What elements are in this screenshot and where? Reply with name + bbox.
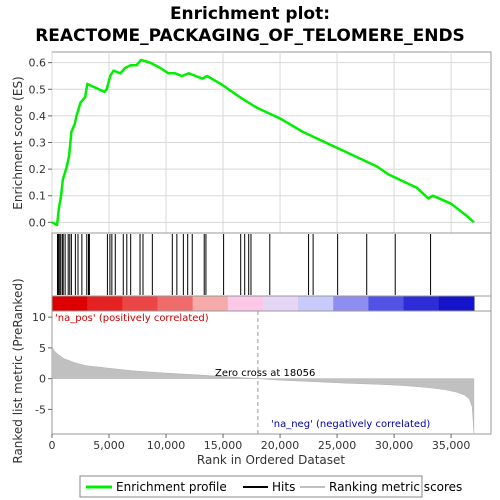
zero-cross-label: Zero cross at 18056 bbox=[215, 368, 315, 379]
rank-colorbar bbox=[51, 295, 492, 312]
x-tick-label: 20,000 bbox=[261, 439, 300, 452]
es-curve-group bbox=[51, 58, 475, 227]
es-enrichment-line bbox=[51, 58, 475, 227]
rank-y-tick-label: -5 bbox=[35, 403, 46, 416]
rank-y-tick-label: 5 bbox=[39, 342, 46, 355]
rank-y-axis-label: Ranked list metric (PreRanked) bbox=[11, 278, 25, 463]
ranking-metric-area bbox=[51, 346, 475, 433]
x-tick-label: 30,000 bbox=[375, 439, 414, 452]
x-tick-label: 35,000 bbox=[432, 439, 471, 452]
hit-marks bbox=[56, 234, 432, 295]
colorbar-segment bbox=[227, 296, 264, 311]
neg-correlated-label: 'na_neg' (negatively correlated) bbox=[271, 419, 430, 430]
colorbar-segment bbox=[438, 296, 475, 311]
es-y-tick-label: 0.5 bbox=[29, 83, 47, 96]
chart-title-line2: REACTOME_PACKAGING_OF_TELOMERE_ENDS bbox=[35, 26, 465, 46]
es-y-tick-label: 0.1 bbox=[29, 190, 47, 203]
colorbar-segment bbox=[192, 296, 229, 311]
rank-y-tick-label: 0 bbox=[39, 373, 46, 386]
legend: Enrichment profile Hits Ranking metric s… bbox=[79, 475, 462, 498]
colorbar-segment bbox=[262, 296, 299, 311]
hits-panel bbox=[51, 232, 492, 297]
es-y-tick-label: 0.0 bbox=[29, 216, 47, 229]
colorbar-segment bbox=[333, 296, 370, 311]
colorbar-segment bbox=[403, 296, 440, 311]
legend-label-hits: Hits bbox=[272, 480, 295, 494]
colorbar-segment bbox=[298, 296, 334, 311]
es-y-tick-label: 0.4 bbox=[29, 110, 47, 123]
colorbar-segment bbox=[87, 296, 123, 311]
x-tick-label: 10,000 bbox=[147, 439, 186, 452]
es-y-ticks: 0.0 0.1 0.2 0.3 0.4 0.5 0.6 bbox=[29, 57, 52, 229]
es-y-axis-label: Enrichment score (ES) bbox=[11, 76, 25, 209]
colorbar-segment bbox=[122, 296, 159, 311]
es-y-tick-label: 0.2 bbox=[29, 163, 47, 176]
chart-title-line1: Enrichment plot: bbox=[170, 4, 330, 24]
pos-correlated-label: 'na_pos' (positively correlated) bbox=[55, 313, 209, 324]
x-axis: 0 5,000 10,000 15,000 20,000 25,000 30,000 35,0… bbox=[49, 434, 471, 452]
x-tick-label: 15,000 bbox=[204, 439, 243, 452]
es-panel: 0.0 0.1 0.2 0.3 0.4 0.5 0.6 Enrichment score (… bbox=[11, 51, 492, 234]
colorbar-segment bbox=[368, 296, 405, 311]
x-axis-label: Rank in Ordered Dataset bbox=[197, 453, 345, 467]
hits-panel-frame bbox=[51, 232, 492, 297]
ranking-metric-fill bbox=[51, 346, 475, 433]
es-y-tick-label: 0.6 bbox=[29, 57, 47, 70]
rank-y-tick-label: 10 bbox=[32, 311, 46, 324]
x-tick-label: 5,000 bbox=[93, 439, 125, 452]
es-y-tick-label: 0.3 bbox=[29, 137, 47, 150]
colorbar-segment bbox=[52, 296, 88, 311]
x-tick-label: 25,000 bbox=[318, 439, 357, 452]
legend-label-ranking: Ranking metric scores bbox=[329, 480, 462, 494]
colorbar-segment bbox=[157, 296, 194, 311]
legend-label-enrichment: Enrichment profile bbox=[116, 480, 227, 494]
rank-y-ticks: 10 5 0 -5 bbox=[32, 311, 52, 416]
x-tick-label: 0 bbox=[49, 439, 56, 452]
